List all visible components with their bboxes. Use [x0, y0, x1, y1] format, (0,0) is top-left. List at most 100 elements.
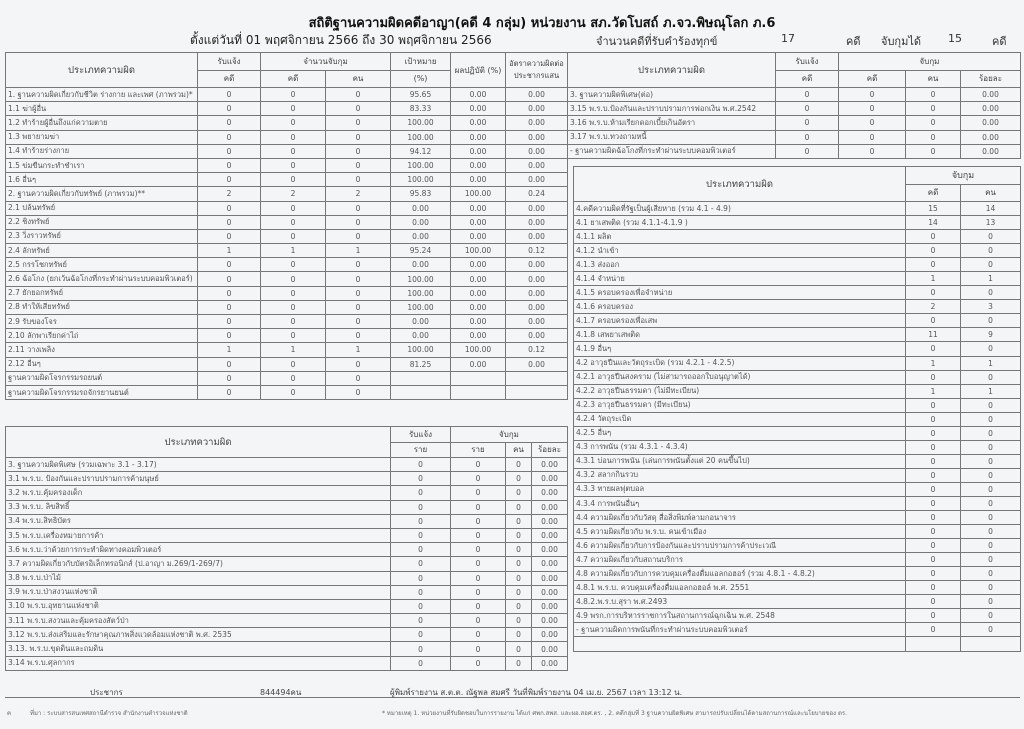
row-value: 0: [450, 570, 506, 586]
row-value: 0.00: [505, 157, 568, 174]
row-label: 4.1.5 ครอบครองเพื่อจำหน่าย: [573, 285, 906, 301]
table-row: 4.8.1 พ.ร.บ. ควบคุมเครื่องดื่มแอลกอฮอล์ …: [573, 580, 1021, 596]
row-value: 0: [775, 86, 839, 103]
table-row: 2.3 วิ่งราวทรัพย์ 0 0 0 0.00 0.00 0.00: [5, 228, 568, 245]
row-value: 0: [260, 271, 326, 287]
row-value: 0: [960, 243, 1021, 259]
row-value: 0: [260, 143, 326, 159]
row-value: [905, 636, 961, 652]
row-label: 1.1 ฆ่าผู้อื่น: [5, 101, 198, 117]
row-value: 0: [197, 370, 261, 386]
col-reported: รับแจ้ง: [775, 52, 839, 71]
row-value: 1: [260, 342, 326, 358]
row-value: 0: [260, 384, 326, 401]
row-label: 4.6 ความผิดเกี่ยวกับการป้องกันและปราบปรา…: [573, 538, 906, 554]
table-row: 3.17 พ.ร.บ.ทวงถามหนี้ 0 0 0 0.00: [567, 129, 1021, 145]
row-label: 4.1.9 อื่นๆ: [573, 341, 906, 357]
row-value: 0.00: [531, 556, 568, 572]
row-value: 0: [197, 143, 261, 159]
row-value: 0: [905, 397, 961, 413]
row-label: 3.15 พ.ร.บ.ป้องกันและปราบปรามการฟอกเงิน …: [567, 101, 776, 117]
row-label: 1.6 อื่นๆ: [5, 172, 198, 188]
row-value: 0.00: [450, 129, 506, 145]
row-value: [505, 384, 568, 401]
row-label: 3.10 พ.ร.บ.อุทยานแห่งชาติ: [5, 598, 391, 615]
row-value: 100.00: [450, 243, 506, 259]
row-value: 0.00: [505, 257, 568, 273]
row-value: 0: [505, 655, 532, 671]
row-value: 0.00: [390, 228, 451, 245]
row-label: 3.5 พ.ร.บ.เครื่องหมายการค้า: [5, 527, 391, 544]
row-value: 15: [905, 200, 961, 217]
col-type: ประเภทความผิด: [567, 52, 776, 88]
row-value: 0: [260, 299, 326, 316]
row-value: 0: [960, 580, 1021, 596]
row-value: 0.00: [531, 655, 568, 671]
row-value: 0.00: [505, 200, 568, 216]
row-value: 1: [197, 243, 261, 259]
table-row: 3.7 ความผิดเกี่ยวกับบัตรอิเล็กทรอนิกส์ (…: [5, 556, 568, 572]
row-value: 2: [197, 186, 261, 202]
row-value: 0: [390, 456, 451, 473]
row-value: 2: [905, 299, 961, 315]
row-value: 0: [260, 115, 326, 131]
row-value: 0.00: [960, 115, 1021, 131]
row-value: 0: [260, 157, 326, 174]
table-row: 3. ฐานความผิดพิเศษ (รวมเฉพาะ 3.1 - 3.17)…: [5, 456, 568, 473]
row-value: 0: [505, 499, 532, 515]
col-reported-case: ราย: [390, 441, 451, 458]
table-row: 4.8.2.พ.ร.บ.สุรา พ.ศ.2493 0 0: [573, 594, 1021, 610]
row-value: 0: [450, 556, 506, 572]
table-row: ฐานความผิดโจรกรรมรถจักรยานยนต์ 0 0 0: [5, 384, 568, 401]
row-label: 4.คดีความผิดที่รัฐเป็นผู้เสียหาย (รวม 4.…: [573, 200, 906, 217]
row-value: 0.00: [505, 271, 568, 287]
table-row: 4.1.5 ครอบครองเพื่อจำหน่าย 0 0: [573, 285, 1021, 301]
row-label: 4.1.1 ผลิต: [573, 229, 906, 245]
row-label: 4.5 ความผิดเกี่ยวกับ พ.ร.บ. คนเข้าเมือง: [573, 524, 906, 540]
row-value: 0: [905, 439, 961, 455]
row-label: [573, 636, 906, 652]
row-value: 0: [960, 369, 1021, 385]
row-value: 0: [960, 538, 1021, 554]
row-value: 14: [905, 215, 961, 231]
row-value: 0.00: [505, 356, 568, 372]
row-value: 0: [905, 510, 961, 526]
row-value: 100.00: [390, 157, 451, 174]
arrested-label: จับกุมได้: [881, 35, 922, 48]
population-value: 844494คน: [260, 688, 302, 697]
col-arrest: จับกุม: [905, 166, 1021, 185]
row-value: 0.00: [505, 115, 568, 131]
row-value: 0: [960, 313, 1021, 329]
col-arrest-case: คดี: [838, 69, 906, 88]
table-row: 4.6 ความผิดเกี่ยวกับการป้องกันและปราบปรา…: [573, 538, 1021, 554]
row-value: 0: [260, 200, 326, 216]
table-row: 4.2.1 อาวุธปืนสงคราม (ไม่สามารถออกใบอนุญ…: [573, 369, 1021, 385]
row-value: 0: [960, 552, 1021, 568]
table-row: 3.11 พ.ร.บ.สงวนและคุ้มครองสัตว์ป่า 0 0 0 0.0…: [5, 613, 568, 629]
row-value: 0: [325, 143, 391, 159]
row-value: 0: [260, 370, 326, 386]
table-row: 4.2.4 วัตถุระเบิด 0 0: [573, 411, 1021, 427]
row-value: 0.00: [531, 641, 568, 657]
table-row: 4.5 ความผิดเกี่ยวกับ พ.ร.บ. คนเข้าเมือง 0…: [573, 524, 1021, 540]
row-value: 0: [260, 285, 326, 301]
row-value: 0.00: [505, 228, 568, 245]
table-row: 4.2.3 อาวุธปืนธรรมดา (มีทะเบียน) 0 0: [573, 397, 1021, 413]
row-label: ฐานความผิดโจรกรรมรถยนต์: [5, 370, 198, 386]
row-value: 14: [960, 200, 1021, 217]
row-value: 0: [775, 115, 839, 131]
row-value: 0: [838, 143, 906, 159]
row-value: 0: [505, 471, 532, 487]
row-value: 0: [197, 299, 261, 316]
row-label: 4.2 อาวุธปืนและวัตถุระเบิด (รวม 4.2.1 - …: [573, 355, 906, 371]
row-value: 0: [905, 86, 961, 103]
col-target: เป้าหมาย: [390, 52, 451, 71]
row-label: 4.3 การพนัน (รวม 4.3.1 - 4.3.4): [573, 439, 906, 455]
row-value: 1: [260, 243, 326, 259]
row-value: 0: [838, 101, 906, 117]
row-value: 0.00: [450, 86, 506, 103]
row-value: 0.00: [450, 200, 506, 216]
table-row: 4.1.2 นำเข้า 0 0: [573, 243, 1021, 259]
row-value: 0: [505, 598, 532, 615]
row-value: 0: [838, 129, 906, 145]
